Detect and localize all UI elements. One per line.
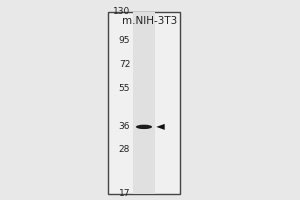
- Text: 95: 95: [119, 36, 130, 45]
- Text: m.NIH-3T3: m.NIH-3T3: [122, 16, 177, 26]
- Text: 55: 55: [119, 84, 130, 93]
- Polygon shape: [156, 124, 165, 130]
- Text: 28: 28: [119, 145, 130, 154]
- Ellipse shape: [136, 125, 152, 129]
- Bar: [133, 12, 155, 194]
- Text: 130: 130: [113, 7, 130, 17]
- Text: 36: 36: [119, 122, 130, 131]
- Text: 17: 17: [119, 190, 130, 198]
- Text: 72: 72: [119, 60, 130, 69]
- Bar: [108, 12, 180, 194]
